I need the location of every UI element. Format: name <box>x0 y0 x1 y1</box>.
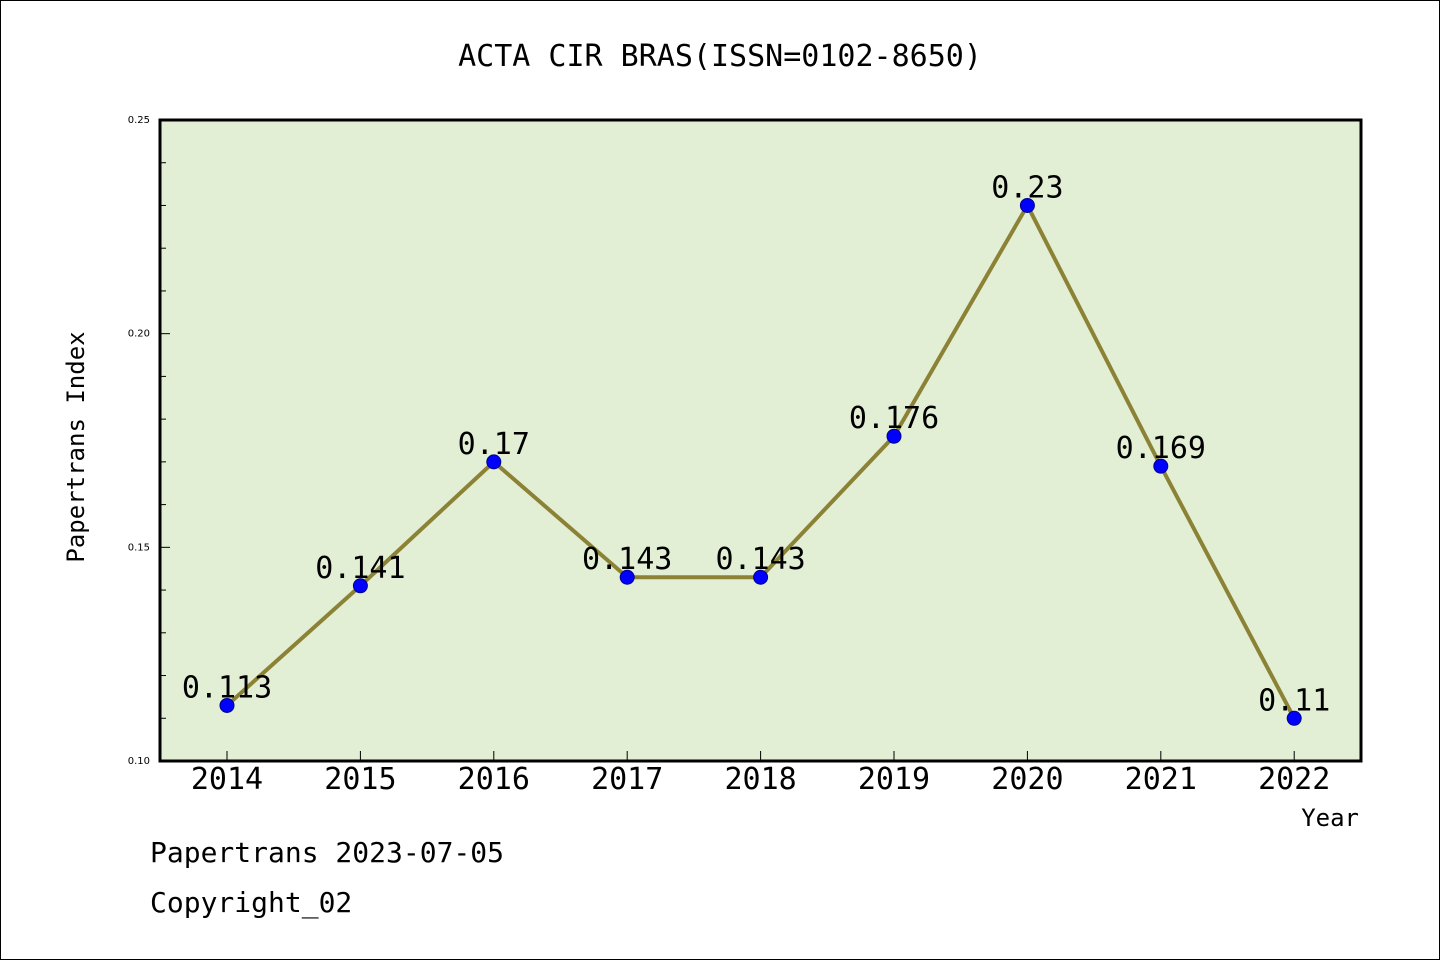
data-label: 0.143 <box>582 542 672 577</box>
x-tick-label: 2015 <box>324 762 396 797</box>
chart-title: ACTA CIR BRAS(ISSN=0102-8650) <box>458 39 982 74</box>
x-tick-label: 2017 <box>591 762 663 797</box>
x-axis-label: Year <box>1301 804 1359 832</box>
x-tick-label: 2021 <box>1125 762 1197 797</box>
data-point <box>352 578 368 594</box>
data-point <box>753 569 769 585</box>
x-tick-label: 2020 <box>991 762 1063 797</box>
data-point <box>1019 197 1035 213</box>
x-tick-label: 2014 <box>191 762 263 797</box>
data-point <box>219 697 235 713</box>
data-label: 0.141 <box>315 551 405 586</box>
data-point <box>619 569 635 585</box>
plot-area <box>160 120 1361 761</box>
x-tick-label: 2019 <box>858 762 930 797</box>
data-label: 0.17 <box>458 427 530 462</box>
y-tick-label: 0.15 <box>128 542 150 553</box>
y-tick-label: 0.10 <box>128 756 150 767</box>
data-label: 0.143 <box>715 542 805 577</box>
x-tick-label: 2022 <box>1258 762 1330 797</box>
data-point <box>486 454 502 470</box>
x-tick-label: 2018 <box>724 762 796 797</box>
x-tick-label: 2016 <box>458 762 530 797</box>
footer-date: Papertrans 2023-07-05 <box>150 836 505 869</box>
data-label: 0.113 <box>182 670 272 705</box>
data-point <box>1286 710 1302 726</box>
y-tick-label: 0.20 <box>128 329 150 340</box>
y-axis-label: Papertrans Index <box>62 331 90 562</box>
plot-border <box>158 118 1363 763</box>
y-tick-label: 0.25 <box>128 115 150 126</box>
data-label: 0.11 <box>1258 683 1330 718</box>
data-point <box>886 428 902 444</box>
data-label: 0.23 <box>991 170 1063 205</box>
data-label: 0.176 <box>849 401 939 436</box>
footer-copyright: Copyright_02 <box>150 886 353 919</box>
data-point <box>1153 458 1169 474</box>
data-label: 0.169 <box>1116 431 1206 466</box>
